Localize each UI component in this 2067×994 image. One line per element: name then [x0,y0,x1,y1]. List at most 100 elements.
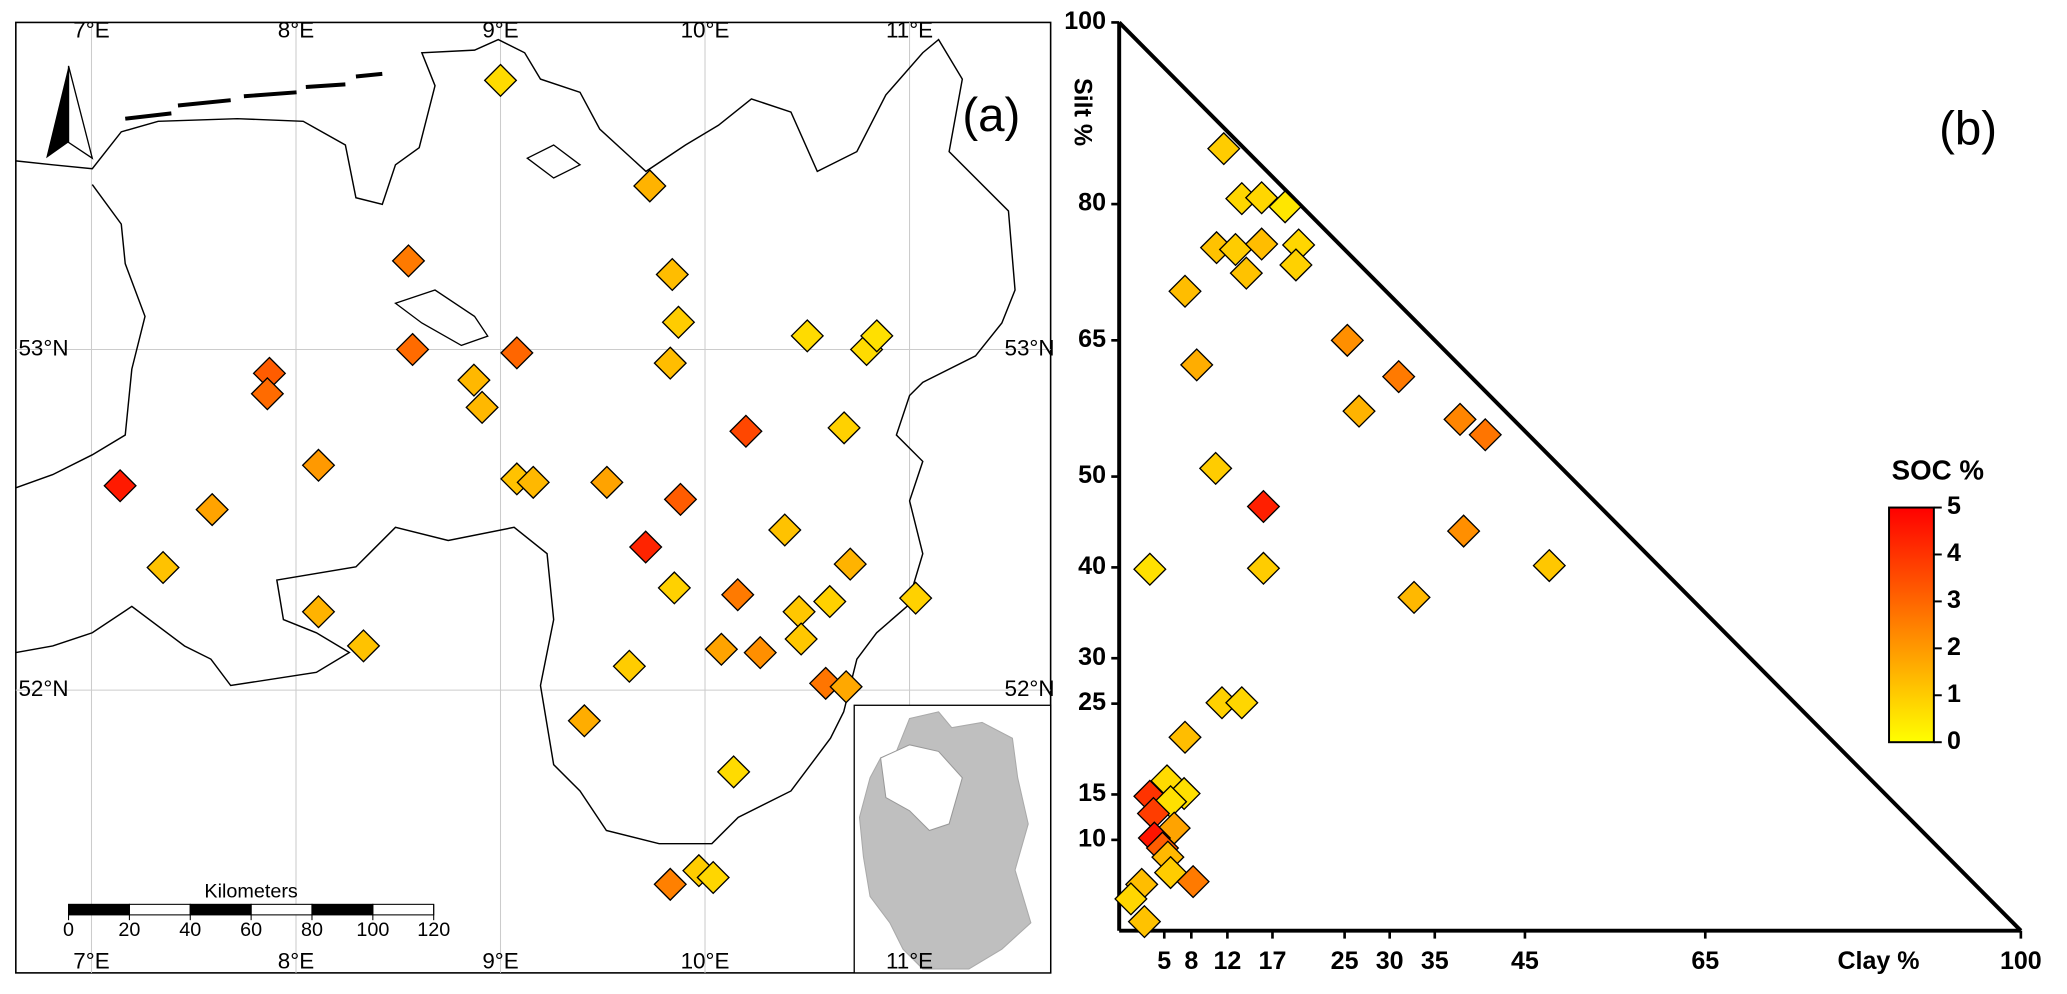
sample-point [1133,552,1167,586]
x-tick-label: 8°E [278,948,314,973]
x-tick-label: 45 [1511,947,1539,975]
sample-point [704,632,739,667]
sample-point [768,513,802,547]
sample-point [833,547,867,581]
water-body [394,144,582,347]
x-tick-label: 30 [1376,947,1404,975]
sample-point [696,860,730,895]
x-tick-label: 9°E [482,18,518,43]
x-tick-label: 11°E [886,18,933,43]
y-tick-label: 10 [1078,824,1106,852]
x-tick-label: 65 [1691,947,1719,975]
sample-point [301,595,336,629]
scale-bar-label: 100 [356,919,389,941]
north-arrow-light [67,65,94,160]
sample-point [1446,514,1481,548]
sample-point [1381,359,1416,394]
x-tick-label: 35 [1421,947,1449,975]
sample-point [1229,256,1264,290]
colorbar-tick-label: 2 [1947,633,1961,661]
colorbar-tick-label: 3 [1947,586,1961,614]
y-tick-label: 65 [1078,325,1106,353]
sample-point [567,704,602,738]
north-arrow [46,65,94,160]
sample-point [146,550,180,585]
scale-bar-label: 0 [63,919,74,941]
sample-point [395,332,430,367]
sample-point [1179,348,1214,382]
sample-point [633,169,667,203]
scale-bar-label: 80 [301,919,323,941]
sample-point [1443,402,1477,437]
sample-point [1176,864,1210,899]
y-tick-label: 80 [1078,189,1106,217]
sample-point [860,319,894,353]
state-border [15,38,1016,845]
scale-bar-segment [372,903,435,916]
sample-point [813,584,847,619]
x-axis-title: Clay % [1837,947,1919,975]
scale-bar: Kilometers 0 20 40 60 80 100 120 [63,881,450,941]
x-tick-label: 5 [1157,947,1171,975]
north-arrow-dark [46,65,69,159]
scale-bar-label: 40 [179,919,201,941]
colorbar-tick-label: 0 [1947,727,1961,755]
sample-point [500,336,534,370]
colorbar-tick-label: 5 [1947,492,1961,520]
sample-point [1244,227,1279,261]
sample-point [655,257,690,292]
panel-label: (b) [1939,102,1997,155]
x-tick-label: 9°E [482,948,518,973]
sample-point [1168,720,1202,754]
scale-bar-label: 120 [417,919,450,941]
map-panel: (a) Kilometers 0 20 40 60 80 100 120 [15,21,1052,974]
sample-point [628,530,663,564]
islands [125,71,383,121]
sample-point [1114,882,1148,916]
sample-point [898,581,933,615]
sample-point [716,755,751,789]
sample-point [465,390,499,425]
scale-bar-segment [250,903,313,916]
sample-point [590,465,624,500]
y-tick-label: 15 [1078,779,1106,807]
scale-bar-segment [189,903,252,916]
colorbar [1888,506,1935,744]
sample-point [1532,548,1567,583]
scale-bar-label: 20 [118,919,140,941]
sample-point [790,319,825,353]
sample-point [743,635,777,670]
sample-point [1397,580,1431,615]
sample-point [1225,685,1259,720]
sample-point [1342,394,1376,428]
country-border [15,184,146,489]
scale-bar-segment [68,903,130,916]
sample-point [1198,451,1233,486]
sample-point [1330,323,1365,358]
sample-point [729,414,763,448]
x-tick-label: 12 [1213,947,1241,975]
y-tick-label: 53°N [18,335,68,360]
y-tick-label: 25 [1078,688,1106,716]
sample-point [808,666,843,701]
inset-study-area [880,744,963,832]
x-tick-label: 10°E [681,948,730,973]
scale-bar-segment [128,903,191,916]
sample-point [457,363,491,397]
sample-point [1268,190,1302,224]
sample-point [1468,418,1503,452]
scale-bar-title: Kilometers [204,881,297,903]
x-tick-label: 11°E [886,948,933,973]
sample-point [195,492,229,527]
colorbar-title: SOC % [1892,454,1984,485]
colorbar-tick-label: 1 [1947,680,1961,708]
sample-point [1207,131,1241,166]
y-tick-label: 30 [1078,643,1106,671]
x-tick-label: 8°E [278,18,314,43]
sample-point [827,411,861,445]
panel-label: (a) [962,89,1020,142]
sample-point [661,305,696,339]
y-tick-label: 50 [1078,461,1106,489]
sample-point [829,669,863,704]
sample-point [1127,904,1162,939]
